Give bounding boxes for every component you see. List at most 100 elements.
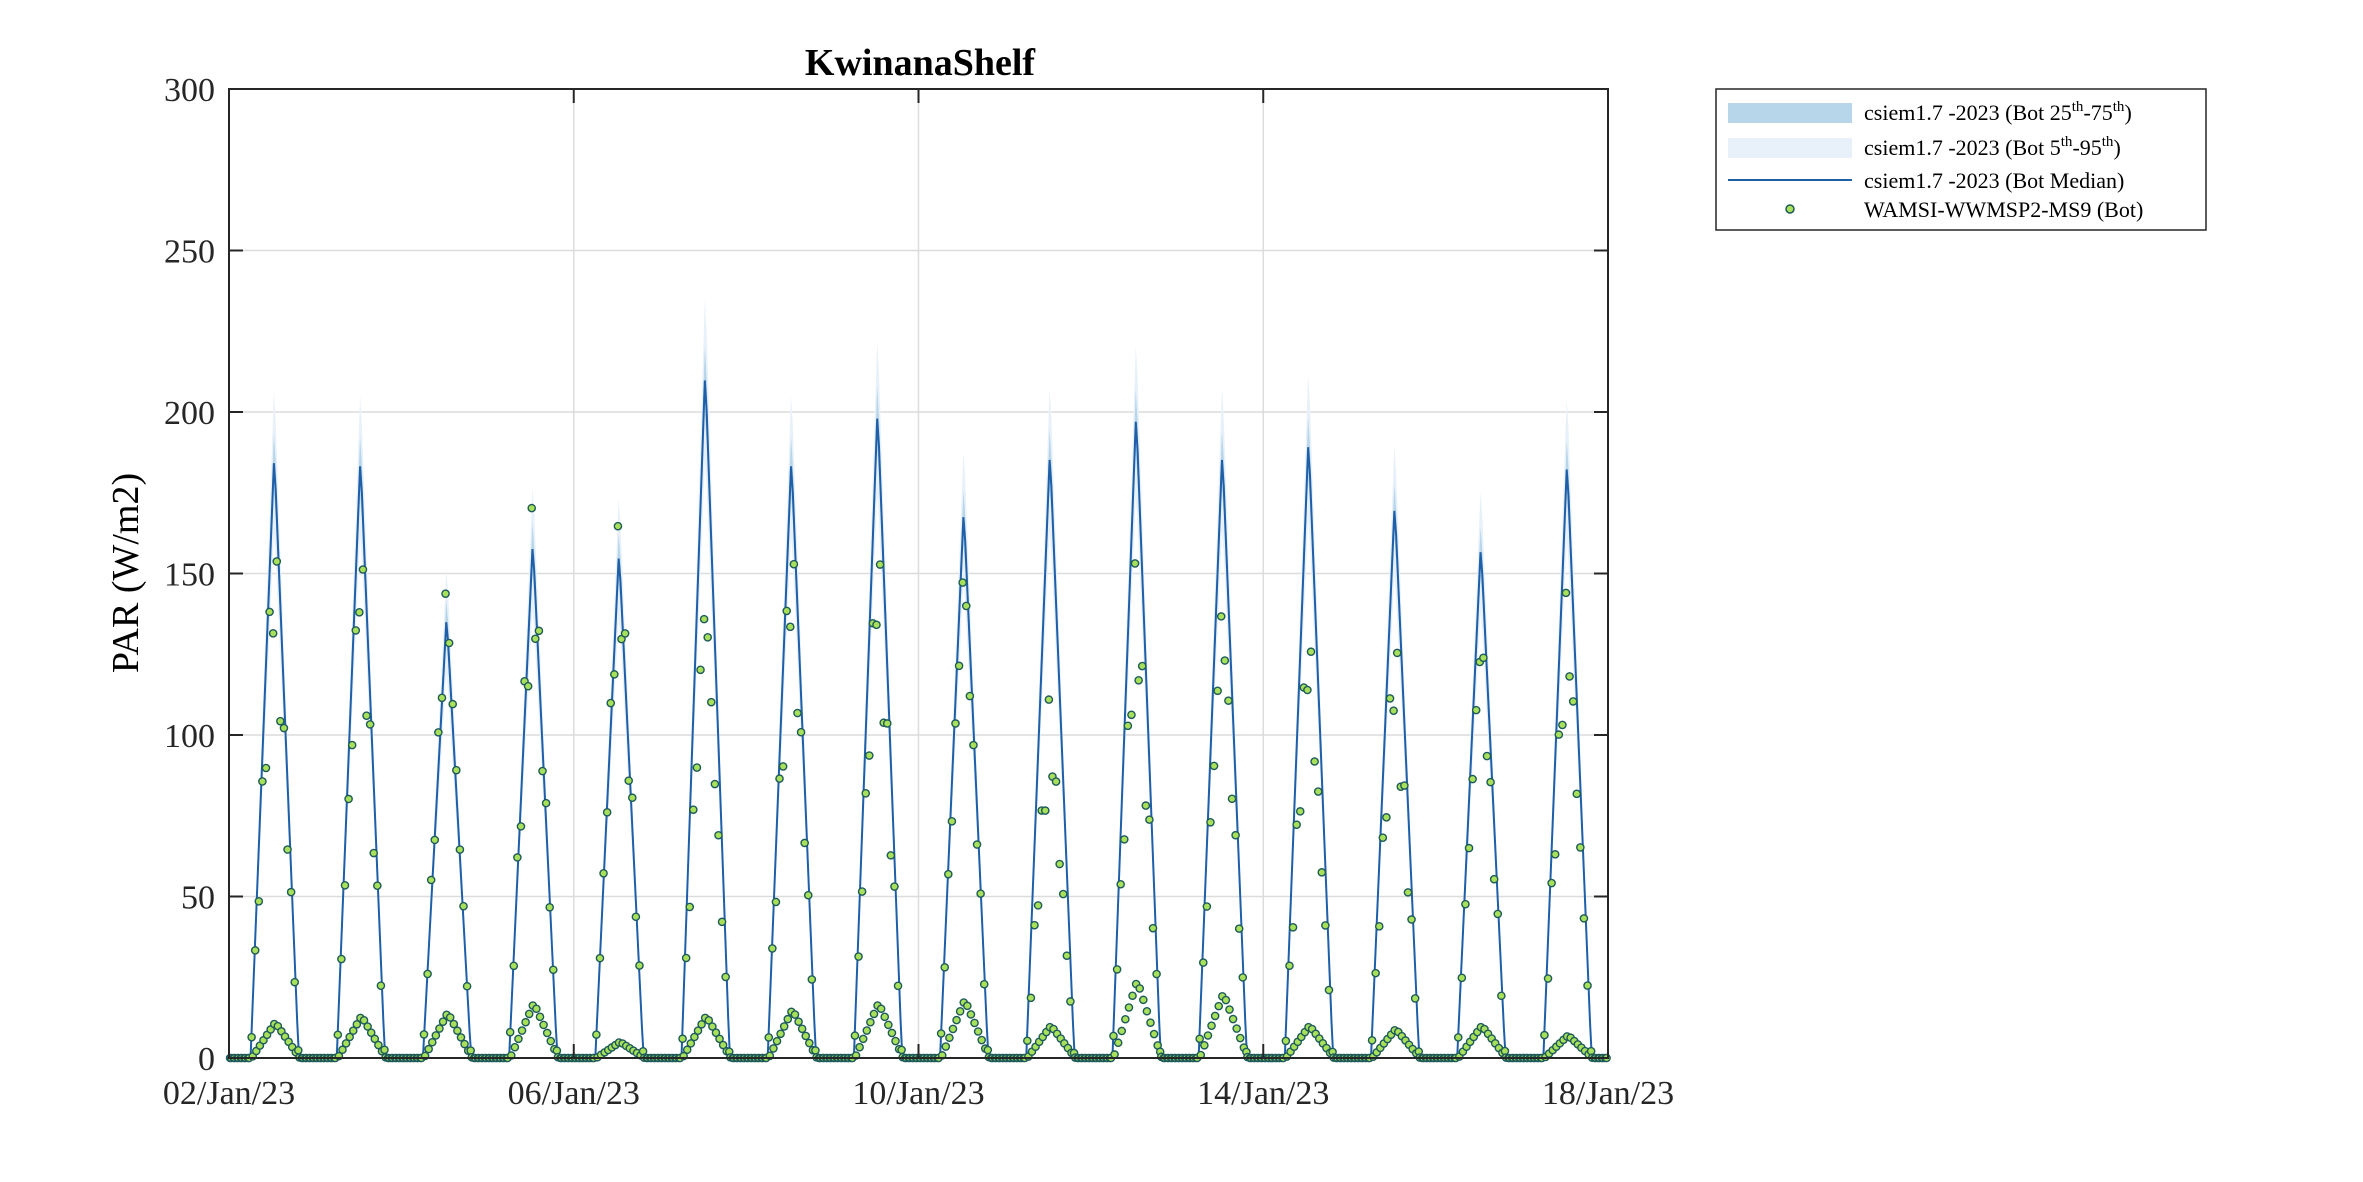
observation-point (714, 830, 723, 840)
observation-point (764, 1033, 774, 1042)
observation-point (1066, 997, 1075, 1006)
observation-point (1468, 774, 1477, 784)
observation-point (1137, 661, 1147, 671)
observation-point (460, 1039, 469, 1049)
legend-label-median: csiem1.7 -2023 (Bot Median) (1864, 168, 2124, 193)
observation-point (272, 557, 282, 566)
observation-point (247, 1032, 256, 1042)
observation-point (697, 1019, 706, 1029)
observation-point (538, 766, 547, 776)
observation-point (886, 851, 896, 860)
observation-point (771, 897, 781, 907)
observation-point (865, 751, 874, 760)
observation-point (1152, 969, 1161, 979)
observation-point (1141, 801, 1151, 810)
observation-point (374, 1040, 383, 1050)
observation-point (268, 629, 278, 638)
observation-point (686, 1039, 696, 1048)
observation-point (1238, 973, 1248, 982)
observation-point (1146, 1018, 1155, 1027)
observation-point (768, 944, 777, 953)
observation-point (1127, 710, 1136, 720)
observation-point (681, 953, 691, 963)
observation-point (546, 1036, 556, 1046)
observation-point (1044, 695, 1054, 704)
observation-point (1213, 686, 1222, 696)
observation-point (376, 981, 386, 990)
observation-point (710, 779, 720, 789)
observation-point (541, 798, 551, 808)
observation-point (437, 693, 447, 703)
observation-point (1321, 921, 1330, 930)
observation-point (1198, 958, 1208, 967)
observation-point (531, 634, 540, 644)
observation-point (718, 1040, 728, 1050)
observation-point (602, 807, 612, 817)
observation-point (635, 961, 644, 970)
observation-point (1486, 777, 1495, 787)
observation-point (685, 902, 695, 912)
observation-point (958, 578, 967, 587)
observation-point (351, 626, 361, 635)
observation-point (452, 765, 461, 775)
observation-point (876, 1004, 886, 1014)
observation-point (513, 853, 522, 862)
observation-point (548, 965, 558, 975)
observation-point (624, 776, 633, 785)
observation-point (1471, 705, 1481, 715)
observation-point (1234, 924, 1244, 933)
observation-point (1382, 813, 1391, 822)
observation-point (516, 822, 526, 831)
observation-point (514, 1034, 523, 1044)
observation-point (338, 1045, 347, 1055)
observation-point (1220, 656, 1230, 665)
observation-point (444, 638, 454, 648)
observation-point (693, 1026, 703, 1035)
observation-point (1142, 1006, 1152, 1016)
observation-point (972, 840, 982, 849)
observation-point (1062, 951, 1072, 960)
observation-point (782, 606, 792, 616)
observation-point (606, 698, 616, 708)
observation-point (862, 1026, 872, 1035)
observation-point (438, 1017, 448, 1026)
observation-point (1110, 1050, 1119, 1059)
observation-point (1306, 647, 1316, 657)
legend-label-25-75: csiem1.7 -2023 (Bot 25th-75th) (1864, 99, 2132, 125)
y-tick-label: 250 (164, 234, 215, 271)
observation-point (459, 901, 468, 911)
observation-point (344, 794, 353, 804)
observation-point (801, 1031, 811, 1041)
observation-point (969, 740, 978, 750)
observation-point (797, 1024, 807, 1034)
observation-point (294, 1045, 303, 1055)
observation-point (455, 845, 465, 854)
observation-point (775, 774, 784, 783)
observation-point (1203, 1031, 1213, 1040)
observation-point (434, 728, 443, 737)
observation-point (1033, 901, 1043, 910)
observation-point (610, 670, 619, 679)
observation-point (517, 1026, 527, 1035)
observation-point (850, 1031, 860, 1040)
observation-point (807, 975, 817, 984)
observation-point (861, 789, 871, 798)
observation-point (599, 868, 608, 878)
observation-point (690, 1032, 699, 1042)
observation-point (891, 1036, 900, 1046)
legend: csiem1.7 -2023 (Bot 25th-75th) csiem1.7 … (1715, 88, 2207, 231)
observation-point (1200, 1040, 1209, 1050)
observation-point (509, 961, 519, 971)
observation-point (466, 1046, 475, 1055)
observation-point (947, 816, 957, 826)
observation-point (1493, 909, 1503, 919)
observation-point (1378, 833, 1388, 842)
observation-point (448, 699, 458, 709)
observation-point (692, 763, 702, 772)
observation-point (250, 946, 260, 955)
y-tick-label: 0 (198, 1041, 215, 1078)
observation-point (1139, 995, 1148, 1005)
observation-point (1030, 920, 1039, 930)
observation-point (534, 626, 544, 636)
observation-point (462, 981, 472, 991)
